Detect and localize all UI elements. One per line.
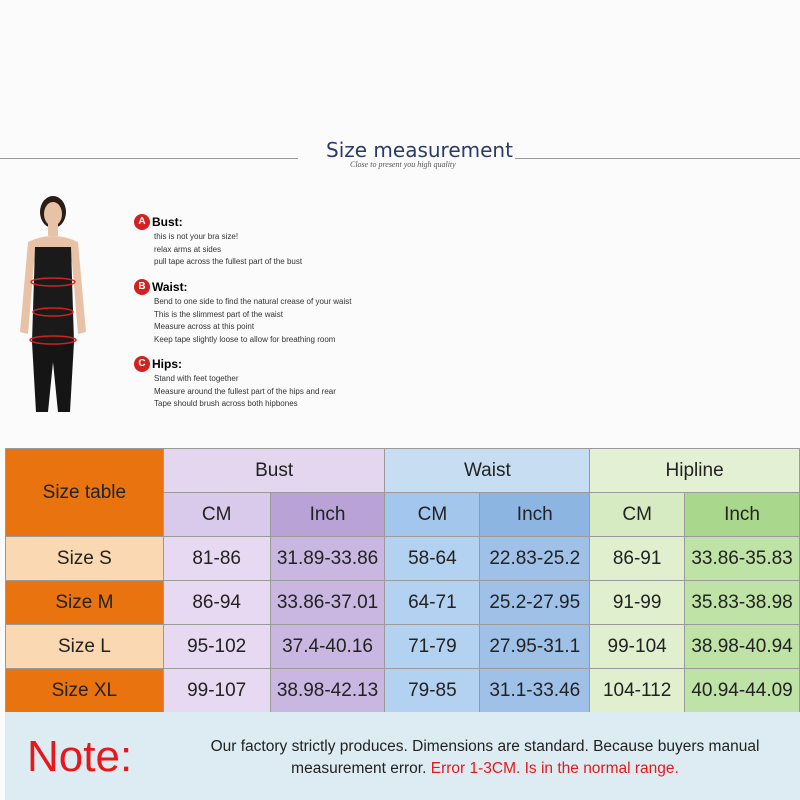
size-value-cell: 79-85 (384, 668, 481, 713)
guide-title: Hips: (152, 356, 182, 371)
size-value-cell: 31.1-33.46 (479, 668, 591, 713)
letter-b-badge: B (134, 278, 150, 295)
size-value-cell: 91-99 (589, 580, 686, 625)
divider-right (515, 158, 800, 159)
table-row: Size S 81-86 31.89-33.86 58-64 22.83-25.2 86-… (5, 536, 800, 581)
note-label: Note: (27, 732, 133, 781)
guide-line: Keep tape slightly loose to allow for br… (154, 334, 336, 344)
size-value-cell: 27.95-31.1 (479, 624, 591, 669)
guide-title: Bust: (152, 214, 183, 229)
size-value-cell: 35.83-38.98 (684, 580, 800, 625)
size-value-cell: 33.86-35.83 (684, 536, 800, 581)
unit-header: Inch (479, 492, 591, 537)
size-value-cell: 81-86 (162, 536, 271, 581)
size-value-cell: 38.98-40.94 (684, 624, 800, 669)
letter-c-badge: C (134, 355, 150, 372)
guide-hips: C Hips: Stand with feet together Measure … (134, 355, 336, 411)
guide-line: Stand with feet together (154, 374, 239, 383)
guide-line: relax arms at sides (154, 244, 222, 254)
unit-header: CM (162, 492, 271, 537)
model-figure (20, 196, 86, 412)
note-highlight: Error 1-3CM. Is in the normal range. (430, 760, 679, 777)
size-table-corner: Size table (5, 448, 164, 537)
guide-bust: A Bust: this is not your bra size! relax … (134, 213, 302, 269)
note-text: Our factory strictly produces. Dimension… (195, 736, 775, 780)
size-value-cell: 64-71 (384, 580, 481, 625)
letter-a-badge: A (134, 213, 150, 230)
size-value-cell: 86-94 (162, 580, 271, 625)
size-label: Size M (5, 580, 164, 625)
group-bust: Bust (162, 448, 386, 493)
unit-header: CM (384, 492, 481, 537)
guide-title: Waist: (152, 279, 188, 294)
size-value-cell: 99-107 (162, 668, 271, 713)
unit-header: Inch (684, 492, 800, 537)
unit-header: CM (589, 492, 686, 537)
note-body: Our factory strictly produces. Dimension… (210, 738, 760, 777)
divider-left (0, 158, 298, 159)
size-label: Size L (5, 624, 164, 669)
page-title: Size measurement (326, 138, 513, 162)
size-value-cell: 58-64 (384, 536, 481, 581)
size-value-cell: 22.83-25.2 (479, 536, 591, 581)
size-value-cell: 37.4-40.16 (269, 624, 386, 669)
guide-waist: B Waist: Bend to one side to find the nat… (134, 278, 351, 346)
guide-line: Tape should brush across both hipbones (154, 399, 298, 408)
group-hipline: Hipline (589, 448, 800, 493)
size-value-cell: 104-112 (589, 668, 686, 713)
size-label: Size XL (5, 668, 164, 713)
guide-line: this is not your bra size! (154, 232, 239, 241)
size-value-cell: 25.2-27.95 (479, 580, 591, 625)
size-table: Size table Bust Waist Hipline CM Inch CM In… (5, 448, 800, 713)
size-value-cell: 71-79 (384, 624, 481, 669)
guide-line: This is the slimmest part of the waist (154, 309, 283, 319)
size-value-cell: 95-102 (162, 624, 271, 669)
size-value-cell: 40.94-44.09 (684, 668, 800, 713)
size-value-cell: 38.98-42.13 (269, 668, 386, 713)
guide-line: Bend to one side to find the natural cre… (154, 297, 352, 306)
size-value-cell: 86-91 (589, 536, 686, 581)
note-panel: Note: Our factory strictly produces. Dim… (5, 712, 800, 800)
table-row: Size XL 99-107 38.98-42.13 79-85 31.1-33.46 1… (5, 668, 800, 713)
guide-line: pull tape across the fullest part of the… (154, 257, 303, 266)
size-value-cell: 99-104 (589, 624, 686, 669)
unit-header: Inch (269, 492, 386, 537)
size-label: Size S (5, 536, 164, 581)
guide-line: Measure across at this point (154, 322, 255, 331)
guide-line: Measure around the fullest part of the h… (154, 386, 336, 396)
group-waist: Waist (384, 448, 591, 493)
size-value-cell: 31.89-33.86 (269, 536, 386, 581)
size-value-cell: 33.86-37.01 (269, 580, 386, 625)
page-subtitle: Close to present you high quality (350, 160, 456, 169)
table-row: Size M 86-94 33.86-37.01 64-71 25.2-27.95 91-… (5, 580, 800, 625)
table-row: Size L 95-102 37.4-40.16 71-79 27.95-31.1 99-… (5, 624, 800, 669)
